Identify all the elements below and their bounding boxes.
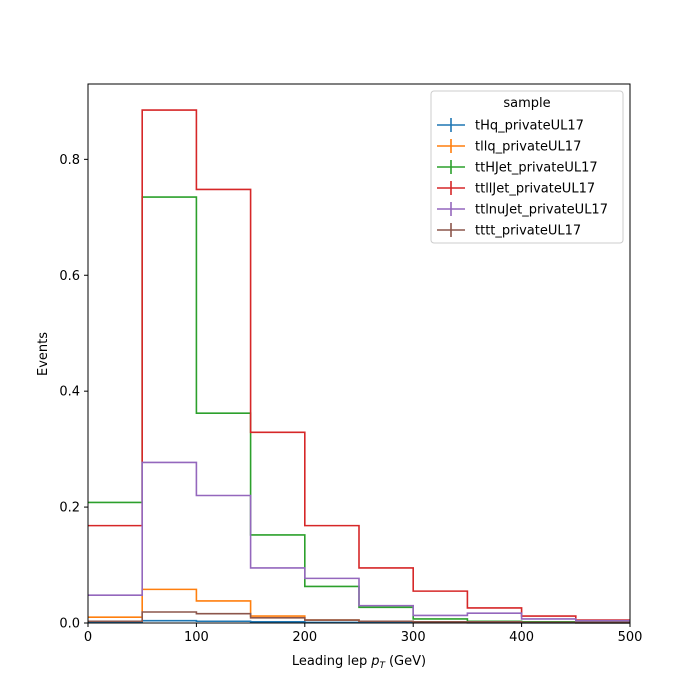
legend-item-tttt-privateul17: tttt_privateUL17 [437,223,581,239]
x-tick-label: 500 [618,630,643,645]
x-tick-label: 300 [401,630,426,645]
legend-label: tHq_privateUL17 [475,119,584,134]
y-tick-label: 0.0 [59,617,80,632]
y-tick-label: 0.2 [59,501,80,516]
legend-item-tthjet-privateul17: ttHJet_privateUL17 [437,160,598,176]
x-axis-label-text: Leading lep [292,654,367,669]
legend: sample tHq_privateUL17 tllq_privateUL17tt… [430,90,624,244]
legend-item-tllq-privateul17: tllq_privateUL17 [437,139,581,155]
x-tick-label: 100 [184,630,209,645]
legend-label: tllq_privateUL17 [475,140,581,155]
x-axis-label-sub: T [379,661,386,671]
legend-item-ttlljet-privateul17: ttllJet_privateUL17 [437,181,595,197]
y-axis-ticks: 0.0 0.2 0.4 0.6 0.8 [59,153,88,632]
legend-item-thq-privateul17: tHq_privateUL17 [437,118,584,134]
axes-frame [87,83,631,624]
legend-label: ttllJet_privateUL17 [475,182,595,197]
x-tick-label: 200 [292,630,317,645]
series-line-tttt-privateul17 [88,611,630,624]
y-axis-label: Events [36,332,51,376]
x-axis-label: Leading lep pT (GeV) [292,654,426,671]
legend-box [430,90,624,244]
y-tick-label: 0.6 [59,269,80,284]
legend-label: ttHJet_privateUL17 [475,161,598,176]
y-tick-label: 0.8 [59,153,80,168]
legend-items: tHq_privateUL17 tllq_privateUL17 ttHJet_pr… [437,118,608,239]
x-tick-label: 0 [84,630,92,645]
x-axis-label-unit: (GeV) [389,654,426,669]
series-layer [88,109,630,624]
legend-label: tttt_privateUL17 [475,224,581,239]
legend-item-ttlnujet-privateul17: ttlnuJet_privateUL17 [437,202,608,218]
y-tick-label: 0.4 [59,385,80,400]
series-line-ttlnujet-privateul17 [88,461,630,622]
legend-title: sample [503,96,550,111]
x-tick-label: 400 [509,630,534,645]
x-axis-label-math: p [370,654,379,669]
legend-label: ttlnuJet_privateUL17 [475,203,608,218]
x-axis-ticks: 0 100 200 300 400 500 [84,623,643,645]
